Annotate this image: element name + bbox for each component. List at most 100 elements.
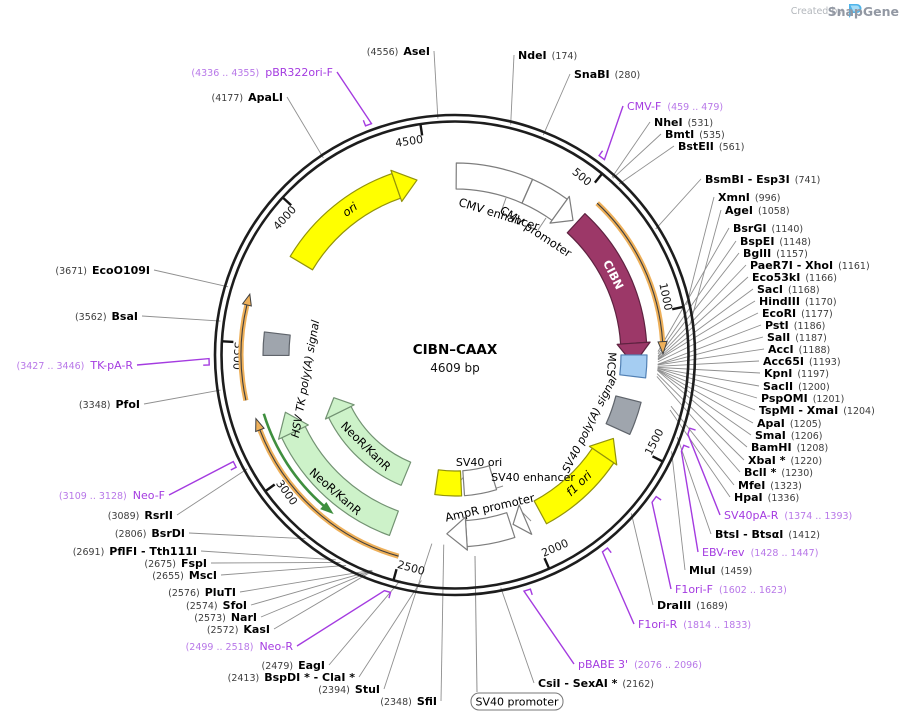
primer-label-pBR322oriF[interactable]: (4336 .. 4355) pBR322ori-F	[191, 66, 333, 79]
enzyme-label-NheI[interactable]: NheI (531)	[654, 116, 713, 129]
enzyme-label-SacI[interactable]: SacI (1168)	[757, 283, 820, 296]
enzyme-label-KasI[interactable]: (2572) KasI	[207, 623, 270, 636]
enzyme-label-BspEI[interactable]: BspEI (1148)	[740, 235, 811, 248]
enzyme-label-KpnI[interactable]: KpnI (1197)	[764, 367, 829, 380]
enzyme-label-FspI[interactable]: (2675) FspI	[144, 557, 207, 570]
enzyme-label-BmtI[interactable]: BmtI (535)	[665, 128, 725, 141]
feature-box[interactable]	[619, 354, 648, 379]
tick-label-1500: 1500	[642, 427, 666, 458]
enzyme-label-DraIII[interactable]: DraIII (1689)	[657, 599, 728, 612]
primer-label-EBVrev[interactable]: EBV-rev (1428 .. 1447)	[702, 546, 818, 559]
callout-box[interactable]	[470, 692, 564, 711]
feature-arrowhead[interactable]	[324, 397, 355, 420]
map-label-SV40-ori[interactable]: SV40 ori	[456, 456, 502, 469]
enzyme-label-AgeI[interactable]: AgeI (1058)	[725, 204, 790, 217]
feature-cibn[interactable]	[566, 212, 651, 366]
map-label-NeoR-KanR[interactable]: NeoR/KanR	[338, 419, 394, 474]
enzyme-label-StuI[interactable]: (2394) StuI	[318, 683, 380, 696]
enzyme-label-AccI[interactable]: AccI (1188)	[768, 343, 830, 356]
enzyme-label-NdeI[interactable]: NdeI (174)	[518, 49, 577, 62]
enzyme-label-EagI[interactable]: (2479) EagI	[262, 659, 326, 672]
enzyme-label-BstEII[interactable]: BstEII (561)	[678, 140, 744, 153]
feature-arrowhead[interactable]	[390, 169, 418, 203]
enzyme-label-BsmBIEsp3I[interactable]: BsmBI - Esp3I (741)	[705, 173, 820, 186]
feature-band[interactable]	[289, 173, 402, 271]
feature-neor-kanr-outer[interactable]	[277, 411, 399, 537]
feature-box[interactable]	[262, 331, 291, 357]
callout-label[interactable]: SV40 promoter	[475, 696, 559, 709]
enzyme-label-HpaI[interactable]: HpaI (1336)	[734, 491, 799, 504]
feature-arrowhead-small[interactable]	[512, 504, 533, 535]
enzyme-label-SfoI[interactable]: (2574) SfoI	[186, 599, 247, 612]
enzyme-label-PaeR7IXhoI[interactable]: PaeR7I - XhoI (1161)	[750, 259, 870, 272]
enzyme-label-CsiISexAI[interactable]: CsiI - SexAI * (2162)	[538, 677, 654, 690]
enzyme-label-SnaBI[interactable]: SnaBI (280)	[574, 68, 640, 81]
enzyme-label-EcoO109I[interactable]: (3671) EcoO109I	[55, 264, 150, 277]
feature-hsv-tk-polya[interactable]	[262, 331, 291, 357]
sv40-promoter-callout[interactable]: SV40 promoter	[470, 692, 564, 711]
enzyme-label-SmaI[interactable]: SmaI (1206)	[755, 429, 823, 442]
feature-box[interactable]	[605, 395, 642, 436]
enzyme-label-BglII[interactable]: BglII (1157)	[743, 247, 808, 260]
enzyme-label-SalI[interactable]: SalI (1187)	[767, 331, 827, 344]
enzyme-label-BsrDI[interactable]: (2806) BsrDI	[115, 527, 185, 540]
map-label-MCS[interactable]: MCS	[604, 352, 618, 377]
enzyme-label-MscI[interactable]: (2655) MscI	[152, 569, 217, 582]
feature-ori[interactable]	[289, 169, 418, 271]
feature-arrowhead[interactable]	[549, 195, 574, 224]
feature-neor-kanr-inner[interactable]	[324, 397, 412, 486]
primer-label-F1oriR[interactable]: F1ori-R (1814 .. 1833)	[638, 618, 751, 631]
enzyme-label-PspOMI[interactable]: PspOMI (1201)	[761, 392, 844, 405]
feature-sv40-enhancer[interactable]	[462, 465, 498, 497]
primer-label-TKpAR[interactable]: (3427 .. 3446) TK-pA-R	[17, 359, 134, 372]
enzyme-label-XbaI[interactable]: XbaI * (1220)	[748, 454, 822, 467]
feature-arrowhead[interactable]	[446, 516, 468, 551]
primer-label-SV40pAR[interactable]: SV40pA-R (1374 .. 1393)	[724, 509, 852, 522]
enzyme-label-PstI[interactable]: PstI (1186)	[765, 319, 825, 332]
feature-f1-ori[interactable]	[533, 437, 618, 525]
enzyme-label-BamHI[interactable]: BamHI (1208)	[751, 441, 828, 454]
enzyme-label-PfoI[interactable]: (3348) PfoI	[79, 398, 140, 411]
enzyme-label-MfeI[interactable]: MfeI (1323)	[738, 479, 802, 492]
enzyme-label-Acc65I[interactable]: Acc65I (1193)	[763, 355, 841, 368]
enzyme-label-BsrGI[interactable]: BsrGI (1140)	[733, 222, 803, 235]
feature-arrowhead[interactable]	[277, 411, 309, 440]
enzyme-label-BspDIClaI[interactable]: (2413) BspDI * - ClaI *	[228, 671, 356, 684]
enzyme-label-MluI[interactable]: MluI (1459)	[689, 564, 752, 577]
primer-label-pBABE3[interactable]: pBABE 3' (2076 .. 2096)	[578, 658, 702, 671]
enzyme-label-ApaI[interactable]: ApaI (1205)	[757, 417, 822, 430]
enzyme-label-BclI[interactable]: BclI * (1230)	[744, 466, 813, 479]
enzyme-label-RsrII[interactable]: (3089) RsrII	[108, 509, 173, 522]
feature-mcs[interactable]	[619, 354, 648, 379]
enzyme-label-NarI[interactable]: (2573) NarI	[194, 611, 257, 624]
feature-box[interactable]	[434, 469, 463, 497]
enzyme-label-HindIII[interactable]: HindIII (1170)	[759, 295, 837, 308]
enzyme-label-AseI[interactable]: (4556) AseI	[367, 45, 430, 58]
feature-connector-0	[500, 197, 507, 213]
enzyme-label-PluTI[interactable]: (2576) PluTI	[168, 586, 236, 599]
feature-sv40-ori[interactable]	[434, 469, 463, 497]
primer-label-CMVF[interactable]: CMV-F (459 .. 479)	[627, 100, 723, 113]
map-label-SV40-enhancer[interactable]: SV40 enhancer	[491, 471, 575, 484]
enzyme-label-PflFITth111I[interactable]: (2691) PflFI - Tth111I	[73, 545, 197, 558]
enzyme-label-BsaI[interactable]: (3562) BsaI	[75, 310, 138, 323]
feature-ampr-promoter[interactable]	[446, 504, 533, 551]
feature-sv40-polya[interactable]	[605, 395, 642, 436]
feature-box[interactable]	[462, 465, 498, 497]
enzyme-label-EcoRI[interactable]: EcoRI (1177)	[762, 307, 833, 320]
map-label-HSV-TK-poly-A--signal[interactable]: HSV TK poly(A) signal	[289, 319, 322, 439]
primer-label-NeoR[interactable]: (2499 .. 2518) Neo-R	[186, 640, 294, 653]
enzyme-label-XmnI[interactable]: XmnI (996)	[718, 191, 780, 204]
enzyme-label-SfiI[interactable]: (2348) SfiI	[380, 695, 437, 708]
enzyme-label-Eco53kI[interactable]: Eco53kI (1166)	[752, 271, 837, 284]
snapgene-brand-text: SnapGene	[828, 4, 899, 19]
feature-band[interactable]	[533, 447, 615, 525]
primer-label-F1oriF[interactable]: F1ori-F (1602 .. 1623)	[675, 583, 787, 596]
enzyme-label-BtsIBtsI[interactable]: BtsI - BtsαI (1412)	[715, 528, 820, 541]
enzyme-label-SacII[interactable]: SacII (1200)	[763, 380, 830, 393]
feature-cmv-promoter[interactable]	[521, 178, 574, 224]
primer-label-NeoF[interactable]: (3109 .. 3128) Neo-F	[59, 489, 165, 502]
feature-band[interactable]	[566, 212, 648, 345]
enzyme-label-ApaLI[interactable]: (4177) ApaLI	[211, 91, 283, 104]
enzyme-label-TspMIXmaI[interactable]: TspMI - XmaI (1204)	[759, 404, 875, 417]
